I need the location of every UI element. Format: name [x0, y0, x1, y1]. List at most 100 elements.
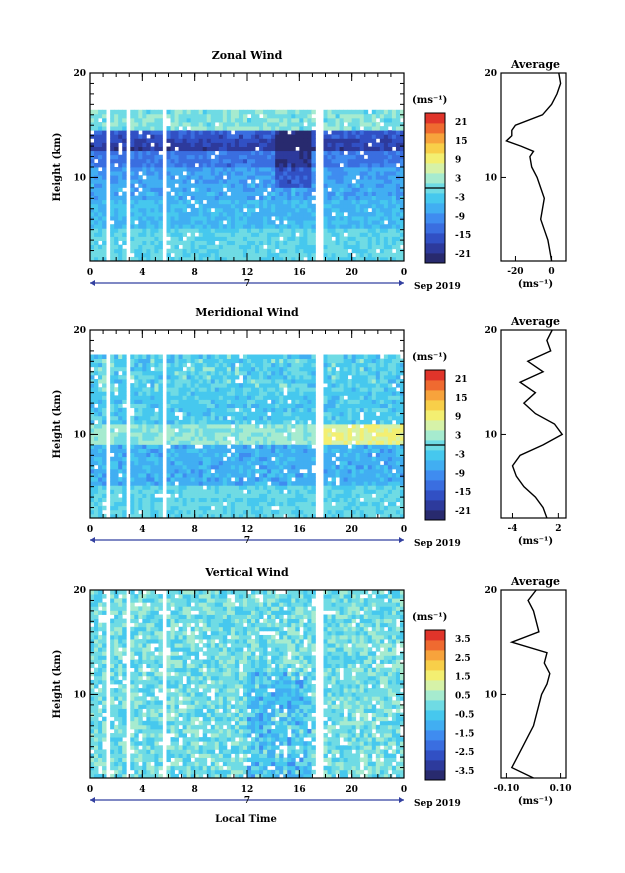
- heatmap-cell: [323, 240, 328, 246]
- heatmap-cell: [214, 146, 220, 152]
- heatmap-cell: [142, 436, 147, 441]
- heatmap-cell: [158, 395, 163, 400]
- heatmap-cell: [275, 440, 280, 445]
- heatmap-cell: [118, 456, 123, 462]
- heatmap-cell: [238, 236, 244, 241]
- heatmap-cell: [182, 424, 188, 429]
- heatmap-cell: [259, 256, 264, 262]
- heatmap-cell: [287, 354, 292, 360]
- heatmap-cell: [218, 109, 224, 115]
- heatmap-cell: [214, 399, 220, 404]
- heatmap-cell: [142, 171, 147, 176]
- heatmap-cell: [230, 481, 236, 486]
- heatmap-cell: [194, 456, 200, 462]
- heatmap-cell: [122, 191, 127, 197]
- heatmap-cell: [130, 167, 135, 172]
- heatmap-cell: [190, 354, 196, 360]
- heatmap-cell: [138, 191, 143, 197]
- heatmap-cell: [178, 362, 183, 368]
- heatmap-cell: [279, 428, 284, 433]
- heatmap-cell: [299, 175, 304, 180]
- heatmap-cell: [323, 362, 328, 368]
- heatmap-cell: [242, 203, 248, 209]
- heatmap-cell: [202, 444, 208, 449]
- heatmap-cell: [335, 150, 340, 156]
- profile-x-tick-label: 0: [548, 267, 554, 277]
- heatmap-cell: [363, 248, 369, 254]
- heatmap-cell: [283, 195, 288, 201]
- heatmap-cell: [226, 203, 232, 209]
- heatmap-cell: [158, 195, 163, 201]
- heatmap-cell: [150, 428, 155, 433]
- heatmap-cell: [138, 150, 143, 156]
- heatmap-cell: [295, 493, 300, 498]
- heatmap-cell: [198, 207, 204, 213]
- heatmap-cell: [174, 134, 179, 139]
- heatmap-cell: [251, 452, 256, 458]
- heatmap-cell: [130, 203, 135, 209]
- heatmap-cell: [267, 183, 272, 188]
- heatmap-cell: [234, 493, 240, 498]
- heatmap-cell: [383, 228, 389, 233]
- heatmap-cell: [178, 428, 183, 433]
- heatmap-cell: [98, 248, 103, 254]
- heatmap-cell: [295, 130, 300, 135]
- heatmap-cell: [118, 167, 123, 172]
- heatmap-cell: [291, 362, 296, 368]
- heatmap-cell: [166, 411, 171, 417]
- heatmap-cell: [202, 358, 208, 364]
- heatmap-cell: [98, 379, 103, 384]
- heatmap-cell: [170, 395, 175, 400]
- heatmap-cell: [259, 501, 264, 507]
- heatmap-cell: [206, 248, 212, 254]
- heatmap-cell: [226, 513, 232, 519]
- heatmap-cell: [331, 113, 336, 119]
- heatmap-cell: [351, 216, 357, 221]
- heatmap-cell: [110, 468, 115, 474]
- heatmap-cell: [98, 374, 103, 380]
- heatmap-cell: [94, 162, 99, 168]
- heatmap-cell: [174, 403, 179, 409]
- heatmap-cell: [146, 448, 151, 454]
- heatmap-cell: [102, 419, 107, 425]
- heatmap-cell: [182, 370, 188, 376]
- heatmap-cell: [234, 497, 240, 503]
- heatmap-cell: [218, 428, 224, 433]
- heatmap-cell: [259, 379, 264, 384]
- heatmap-cell: [263, 489, 268, 494]
- heatmap-cell: [110, 501, 115, 507]
- heatmap-cell: [194, 154, 200, 160]
- heatmap-cell: [122, 224, 127, 229]
- heatmap-cell: [210, 179, 216, 184]
- heatmap-cell: [186, 248, 192, 254]
- heatmap-cell: [303, 407, 308, 413]
- heatmap-cell: [198, 468, 204, 474]
- heatmap-cell: [114, 203, 119, 209]
- heatmap-cell: [166, 228, 171, 233]
- heatmap-cell: [303, 424, 308, 429]
- heatmap-cell: [118, 481, 123, 486]
- heatmap-cell: [226, 240, 232, 246]
- heatmap-cell: [351, 207, 357, 213]
- heatmap-cell: [291, 485, 296, 490]
- heatmap-cell: [275, 224, 280, 229]
- heatmap-cell: [210, 477, 216, 482]
- heatmap-cell: [299, 379, 304, 384]
- heatmap-cell: [214, 191, 220, 197]
- heatmap-cell: [283, 399, 288, 404]
- heatmap-cell: [158, 473, 163, 478]
- heatmap-cell: [214, 497, 220, 503]
- heatmap-cell: [287, 370, 292, 376]
- heatmap-cell: [299, 142, 304, 147]
- heatmap-cell: [363, 109, 369, 115]
- heatmap-cell: [291, 358, 296, 364]
- heatmap-cell: [379, 183, 385, 188]
- heatmap-cell: [94, 395, 99, 400]
- heatmap-cell: [118, 232, 123, 237]
- heatmap-cell: [303, 187, 308, 192]
- heatmap-cell: [190, 150, 196, 156]
- heatmap-cell: [130, 513, 135, 519]
- heatmap-cell: [190, 440, 196, 445]
- heatmap-cell: [110, 419, 115, 425]
- heatmap-cell: [198, 216, 204, 221]
